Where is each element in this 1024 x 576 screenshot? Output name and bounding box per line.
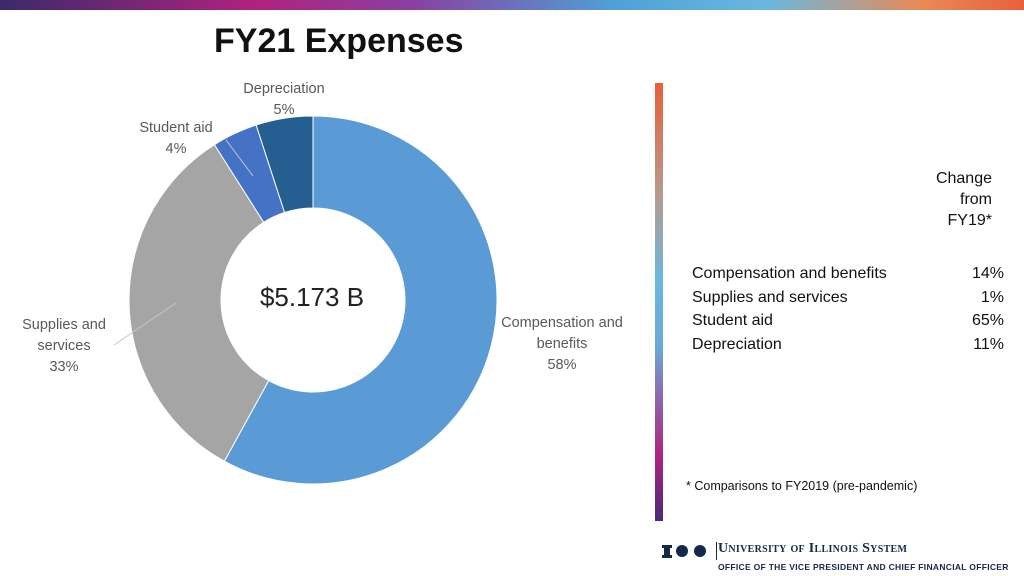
logo-subtitle: OFFICE OF THE VICE PRESIDENT AND CHIEF F…: [718, 562, 1009, 572]
row-value: 1%: [980, 288, 1004, 306]
leader-line-student-aid: [225, 139, 254, 177]
label-compensation-line1: Compensation and: [501, 315, 623, 331]
logo-separator: [716, 542, 717, 560]
header-line-2: from: [960, 191, 992, 208]
label-student-aid-pct: 4%: [165, 141, 187, 157]
center-total: $5.173 B: [259, 282, 365, 312]
row-value: 65%: [971, 312, 1004, 329]
footnote: * Comparisons to FY2019 (pre-pandemic): [686, 479, 918, 493]
label-compensation: Compensation and benefits 58%: [494, 313, 630, 376]
label-compensation-pct: 58%: [547, 357, 577, 373]
label-depreciation: Depreciation 5%: [234, 79, 334, 121]
label-student-aid-line1: Student aid: [139, 120, 213, 136]
change-table-header: Change from FY19*: [900, 168, 992, 231]
logo-name: University of Illinois System: [718, 541, 908, 556]
university-logo: University of Illinois System OFFICE OF …: [662, 541, 1014, 573]
vertical-gradient-divider: [655, 83, 663, 521]
logo-icons: [662, 542, 717, 560]
label-depreciation-line1: Depreciation: [243, 81, 325, 97]
slice-depreciation: [255, 115, 314, 214]
table-row: Supplies and services 1%: [692, 286, 1004, 310]
top-gradient-stripe: [0, 0, 1024, 10]
row-value: 11%: [973, 335, 1004, 353]
row-label: Compensation and benefits: [692, 265, 887, 282]
label-supplies: Supplies and services 33%: [14, 315, 114, 378]
row-label: Student aid: [692, 312, 773, 329]
row-value: 14%: [971, 265, 1004, 282]
label-supplies-pct: 33%: [49, 359, 79, 375]
block-i-icon: [662, 544, 672, 558]
donut-chart: [113, 115, 498, 485]
table-row: Student aid 65%: [692, 309, 1004, 333]
seal-icon-2: [694, 545, 706, 557]
label-compensation-line2: benefits: [536, 336, 588, 352]
label-supplies-line2: services: [37, 338, 91, 354]
leader-line-supplies: [113, 302, 177, 346]
label-depreciation-pct: 5%: [273, 102, 295, 118]
header-line-3: FY19*: [947, 212, 992, 229]
header-line-1: Change: [935, 170, 992, 187]
seal-icon: [676, 545, 688, 557]
page-title: FY21 Expenses: [214, 22, 464, 60]
table-row: Compensation and benefits 14%: [692, 262, 1004, 286]
label-student-aid: Student aid 4%: [126, 118, 226, 160]
row-label: Depreciation: [692, 335, 782, 353]
slice-compensation: [223, 115, 498, 485]
row-label: Supplies and services: [692, 288, 848, 306]
slice-supplies: [128, 143, 270, 462]
table-row: Depreciation 11%: [692, 333, 1004, 357]
change-table: Compensation and benefits 14% Supplies a…: [692, 262, 1004, 356]
label-supplies-line1: Supplies and: [22, 317, 106, 333]
